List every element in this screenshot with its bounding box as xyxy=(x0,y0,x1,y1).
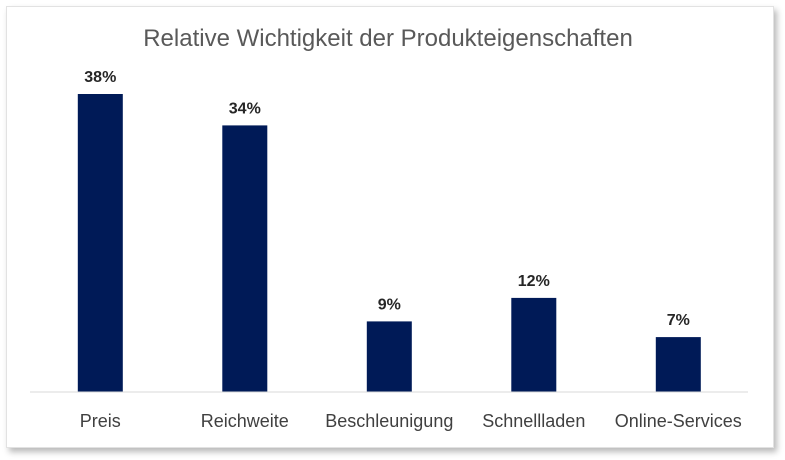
bar-schnellladen xyxy=(511,297,557,392)
x-tick-label-reichweite: Reichweite xyxy=(201,411,289,431)
data-label-schnellladen: 12% xyxy=(518,273,550,290)
data-label-online-services: 7% xyxy=(667,312,690,329)
bar-preis xyxy=(77,94,123,392)
data-labels-group: 38% 34% 9% 12% 7% xyxy=(84,69,690,329)
data-label-reichweite: 34% xyxy=(229,100,261,117)
chart-title: Relative Wichtigkeit der Produkteigensch… xyxy=(143,25,633,52)
data-label-preis: 38% xyxy=(84,69,116,86)
bars-group xyxy=(77,94,701,393)
bar-beschleunigung xyxy=(366,321,412,392)
bar-online-services xyxy=(655,337,701,392)
x-tick-label-preis: Preis xyxy=(80,411,121,431)
bar-reichweite xyxy=(222,125,268,393)
x-tick-label-online-services: Online-Services xyxy=(615,411,742,431)
x-tick-label-beschleunigung: Beschleunigung xyxy=(325,411,453,431)
x-tick-label-schnellladen: Schnellladen xyxy=(482,411,585,431)
x-tick-labels-group: Preis Reichweite Beschleunigung Schnelllade… xyxy=(80,411,742,431)
data-label-beschleunigung: 9% xyxy=(378,296,401,313)
